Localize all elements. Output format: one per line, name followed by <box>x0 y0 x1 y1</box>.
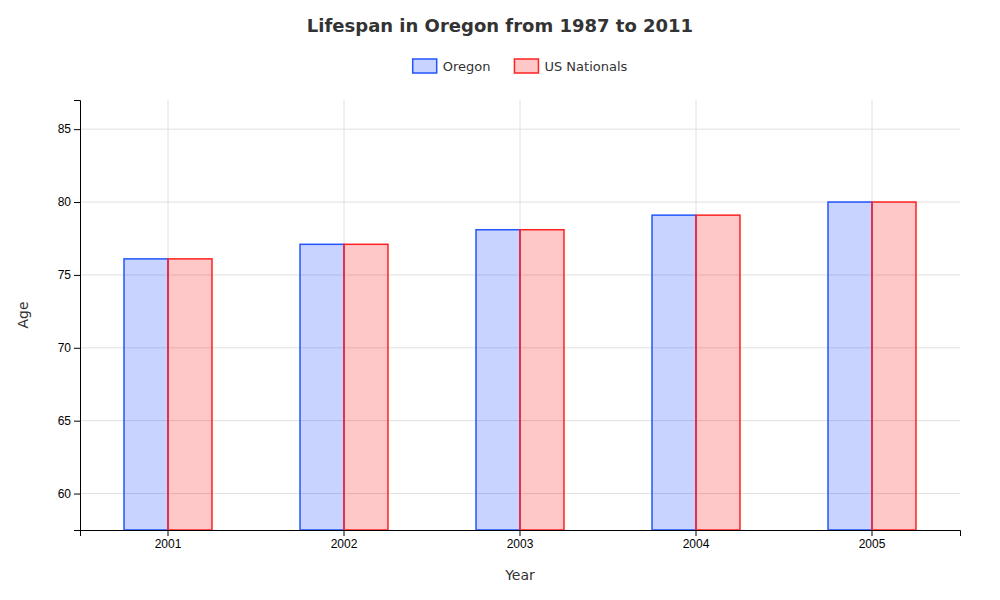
tick-mark <box>74 348 80 349</box>
tick-mark <box>872 530 873 536</box>
tick-label: 60 <box>58 487 72 501</box>
series <box>124 202 872 530</box>
tick-label: 2004 <box>683 537 710 551</box>
tick-label: 2003 <box>507 537 534 551</box>
legend-label: Oregon <box>443 59 491 74</box>
bar <box>828 202 872 530</box>
chart: 60 65 70 75 80 85 2001 2002 2003 2004 2005 Lifespan… <box>0 0 1000 600</box>
tick: 85 <box>58 122 80 136</box>
tick-mark <box>74 421 80 422</box>
tick-label: 70 <box>58 341 72 355</box>
tick: 2004 <box>683 530 710 551</box>
tick-label: 2001 <box>155 537 182 551</box>
tick: 60 <box>58 487 80 501</box>
legend-item: Oregon <box>413 59 491 74</box>
tick: 80 <box>58 195 80 209</box>
bar <box>168 259 212 530</box>
tick: 2003 <box>507 530 534 551</box>
tick-mark <box>74 202 80 203</box>
tick-label: 65 <box>58 414 72 428</box>
tick-mark <box>74 494 80 495</box>
legend-label: US Nationals <box>544 59 627 74</box>
grid <box>80 100 960 530</box>
legend: Oregon US Nationals <box>413 59 628 74</box>
bar <box>476 230 520 530</box>
tick-label: 80 <box>58 195 72 209</box>
x-axis-title: Year <box>504 567 535 583</box>
y-axis: 60 65 70 75 80 85 <box>58 101 81 531</box>
series <box>168 202 916 530</box>
tick-label: 75 <box>58 268 72 282</box>
x-axis: 2001 2002 2003 2004 2005 <box>81 530 961 551</box>
bar <box>124 259 168 530</box>
legend-item: US Nationals <box>514 59 627 74</box>
tick-mark <box>168 530 169 536</box>
bar <box>872 202 916 530</box>
tick: 2001 <box>155 530 182 551</box>
tick: 2002 <box>331 530 358 551</box>
axis-line <box>74 101 81 531</box>
plot: 60 65 70 75 80 85 2001 2002 2003 2004 2005 <box>58 100 961 551</box>
tick-mark <box>74 275 80 276</box>
bar <box>344 244 388 530</box>
bar <box>652 215 696 530</box>
title: Lifespan in Oregon from 1987 to 2011 <box>307 15 693 36</box>
bars <box>124 202 916 530</box>
bar <box>696 215 740 530</box>
tick-label: 85 <box>58 122 72 136</box>
tick-label: 2005 <box>859 537 886 551</box>
legend-swatch <box>413 59 437 73</box>
tick: 70 <box>58 341 80 355</box>
tick: 75 <box>58 268 80 282</box>
bar <box>520 230 564 530</box>
y-axis-title: Age <box>15 301 31 328</box>
tick-mark <box>520 530 521 536</box>
tick-mark <box>74 129 80 130</box>
tick-label: 2002 <box>331 537 358 551</box>
tick-mark <box>696 530 697 536</box>
legend-swatch <box>514 59 538 73</box>
tick-mark <box>344 530 345 536</box>
bar <box>300 244 344 530</box>
tick: 65 <box>58 414 80 428</box>
tick: 2005 <box>859 530 886 551</box>
axis-line <box>81 531 961 537</box>
